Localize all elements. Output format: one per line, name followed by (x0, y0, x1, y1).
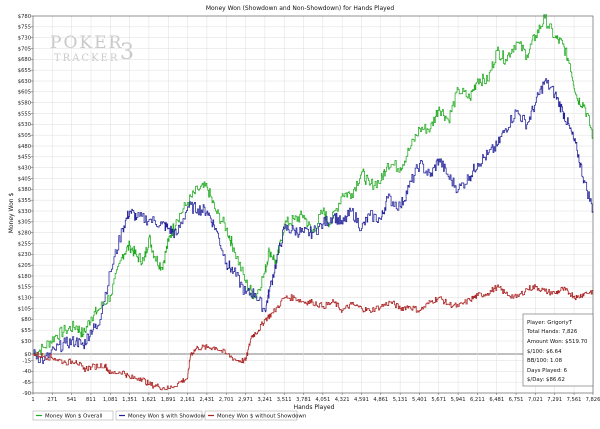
legend-label-showdown: Money Won $ with Showdown (128, 414, 208, 420)
y-tick-label: -40 (23, 369, 31, 375)
y-tick-label: $0 (24, 352, 31, 358)
stats-days-played: Days Played: 6 (527, 368, 568, 374)
chart-legend: Money Won $ Overall Money Won $ with Sho… (32, 410, 306, 421)
y-tick-label: $555 (18, 111, 31, 117)
y-tick-label: $230 (18, 252, 31, 258)
y-tick-label: $605 (18, 90, 31, 96)
x-tick-label: 5,131 (393, 397, 408, 403)
x-tick-label: 4,321 (335, 397, 350, 403)
stats-per-100: $/100: $6.64 (527, 349, 562, 355)
x-tick-label: 2,701 (219, 397, 234, 403)
y-tick-label: $105 (18, 306, 31, 312)
x-tick-label: 271 (47, 397, 57, 403)
series-showdown-line (33, 78, 594, 364)
y-tick-label: -90 (23, 391, 31, 397)
y-tick-label: $680 (18, 57, 31, 63)
x-tick-label: 2,971 (238, 397, 253, 403)
y-tick-label: $405 (18, 176, 31, 182)
y-tick-label: $180 (18, 274, 31, 280)
x-tick-label: 2,431 (199, 397, 214, 403)
x-tick-label: 3,241 (257, 397, 272, 403)
x-tick-label: 3,511 (277, 397, 292, 403)
stats-per-day: $/Day: $86.62 (527, 377, 565, 383)
y-tick-label: $255 (18, 241, 31, 247)
y-tick-label: $755 (18, 25, 31, 31)
y-tick-label: $130 (18, 295, 31, 301)
chart-grid (32, 15, 594, 394)
plot-frame (32, 15, 594, 394)
y-tick-label: $705 (18, 46, 31, 52)
pokertracker-watermark: POKER TRACKER 3 (50, 33, 134, 65)
x-tick-label: 1 (31, 397, 34, 403)
x-tick-label: 7,561 (567, 397, 582, 403)
y-tick-label: $455 (18, 155, 31, 161)
x-tick-label: 5,941 (451, 397, 466, 403)
y-tick-label: $80 (21, 317, 31, 323)
stats-player: Player: GrigoriyT (527, 320, 573, 326)
series-overall-line (33, 14, 594, 358)
x-tick-label: 5,671 (431, 397, 446, 403)
stats-total-hands: Total Hands: 7,826 (526, 329, 578, 335)
stats-box: Player: GrigoriyT Total Hands: 7,826 Amo… (522, 313, 594, 387)
x-tick-label: 4,591 (354, 397, 369, 403)
y-tick-label: $630 (18, 79, 31, 85)
y-tick-label: $430 (18, 165, 31, 171)
y-tick-label: $305 (18, 220, 31, 226)
legend-item-showdown (115, 410, 203, 421)
x-tick-label: 4,861 (373, 397, 388, 403)
x-tick-label: 4,051 (315, 397, 330, 403)
x-tick-label: 811 (86, 397, 96, 403)
x-tick-label: 6,481 (489, 397, 504, 403)
y-tick-label: $55 (21, 328, 31, 334)
x-tick-label: 3,781 (296, 397, 311, 403)
legend-item-overall (32, 410, 114, 421)
legend-label-nonshowdown: Money Won $ without Showdown (217, 414, 306, 420)
y-tick-label: $30 (21, 339, 31, 345)
x-axis-ticks: 1 271 541 811 1,081 1,351 1,621 1,891 2,161 2,431… (31, 393, 600, 403)
y-tick-label: $730 (18, 35, 31, 41)
legend-item-nonshowdown (204, 410, 298, 421)
x-tick-label: 6,211 (470, 397, 485, 403)
x-tick-label: 7,291 (547, 397, 562, 403)
y-tick-label: -15 (23, 358, 31, 364)
x-tick-label: 7,021 (528, 397, 543, 403)
y-tick-label: $330 (18, 209, 31, 215)
x-tick-label: 2,161 (180, 397, 195, 403)
x-tick-label: 7,826 (586, 397, 600, 403)
y-tick-label: $355 (18, 198, 31, 204)
watermark-line1: POKER (50, 33, 123, 53)
y-tick-label: -65 (23, 380, 31, 386)
x-tick-label: 1,621 (142, 397, 157, 403)
y-tick-label: $205 (18, 263, 31, 269)
series-nonshowdown-line (33, 284, 594, 391)
y-tick-label: $505 (18, 133, 31, 139)
x-tick-label: 5,401 (412, 397, 427, 403)
x-tick-label: 1,081 (103, 397, 118, 403)
watermark-numeral: 3 (120, 40, 134, 65)
legend-label-overall: Money Won $ Overall (45, 414, 102, 420)
stats-bb-100: BB/100: 1.08 (527, 358, 563, 364)
x-tick-label: 541 (67, 397, 77, 403)
stats-box-frame (522, 313, 594, 387)
y-tick-label: $780 (18, 14, 31, 20)
x-tick-label: 6,751 (509, 397, 524, 403)
y-axis-ticks: -90 -65 -40 -15$0 $30 $55 $80 $105 $130 $155 $180 $… (18, 14, 33, 397)
x-axis-label: Hands Played (294, 404, 335, 411)
y-tick-label: $530 (18, 122, 31, 128)
y-axis-label: Money Won $ (8, 193, 15, 234)
y-tick-label: $480 (18, 144, 31, 150)
y-tick-label: $655 (18, 68, 31, 74)
x-tick-label: 1,351 (122, 397, 137, 403)
stats-amount-won: Amount Won: $519.70 (527, 339, 588, 345)
chart-series (33, 14, 594, 391)
y-tick-label: $280 (18, 230, 31, 236)
y-tick-label: $380 (18, 187, 31, 193)
y-tick-label: $155 (18, 285, 31, 291)
y-tick-label: $580 (18, 100, 31, 106)
watermark-line2: TRACKER (54, 53, 119, 64)
chart-title: Money Won (Showdown and Non-Showdown) fo… (206, 5, 395, 12)
x-tick-label: 1,891 (161, 397, 176, 403)
